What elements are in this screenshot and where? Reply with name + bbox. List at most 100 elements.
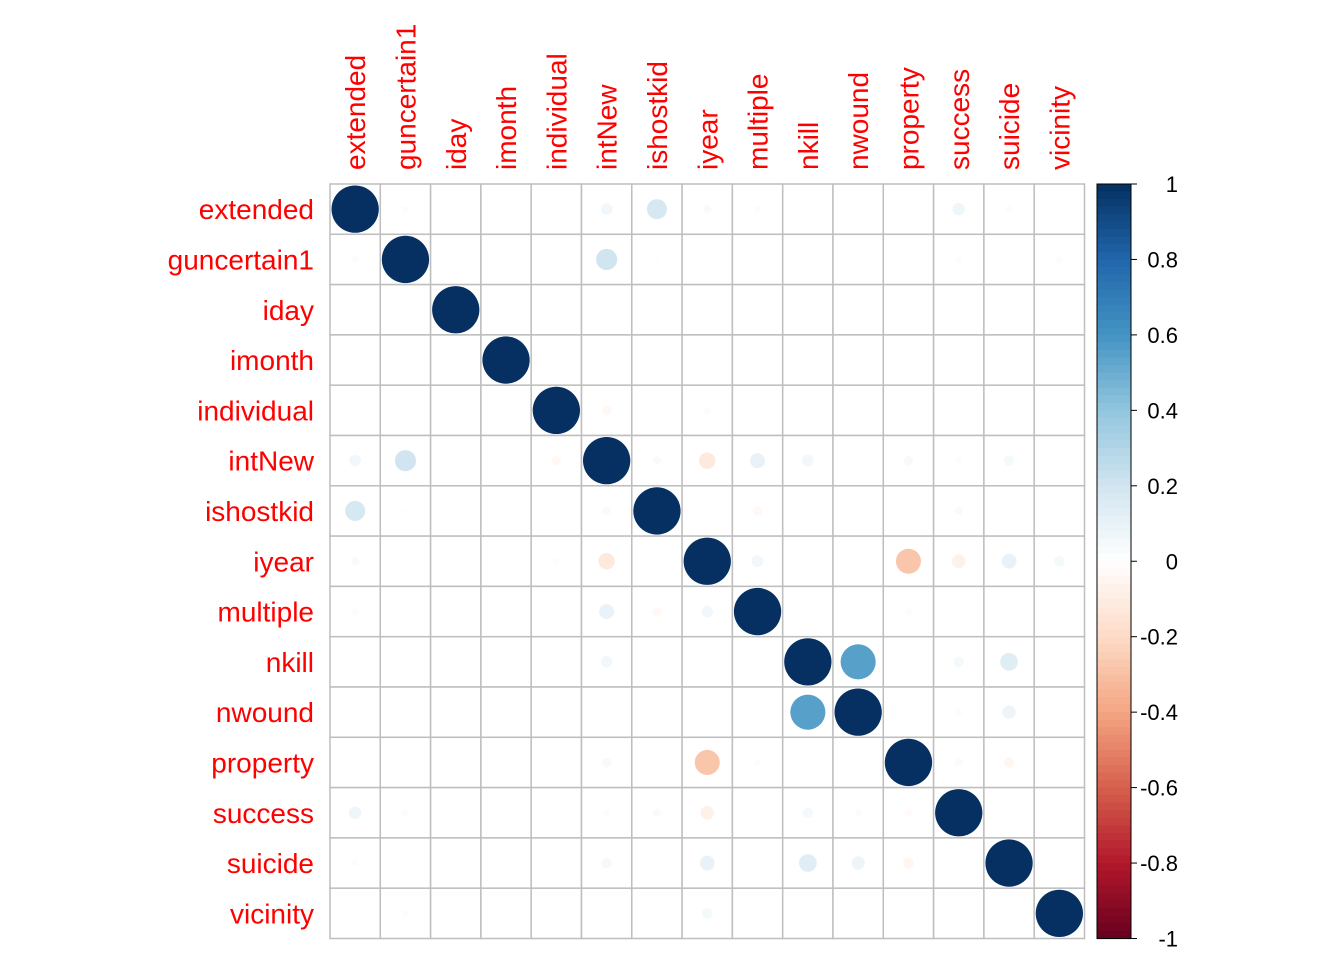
- correlation-circle-suicide-suicide: [985, 839, 1033, 887]
- colorbar-segment: [1097, 832, 1131, 842]
- colorbar-segment: [1097, 885, 1131, 894]
- correlation-circle-ishostkid-ishostkid: [633, 487, 681, 535]
- column-label-iday: iday: [441, 119, 472, 170]
- colorbar-segment: [1097, 923, 1131, 932]
- correlation-circle-extended-nkill: [805, 206, 811, 212]
- grid-cell: [681, 183, 734, 236]
- correlation-circle-property-ishostkid: [654, 760, 660, 765]
- correlation-circle-property-guncertain1: [403, 760, 408, 765]
- colorbar-segment: [1097, 463, 1131, 472]
- correlation-circle-success-extended: [348, 806, 362, 820]
- colorbar-segment: [1097, 206, 1131, 215]
- correlation-circle-intNew-suicide: [1003, 455, 1015, 466]
- colorbar-segment: [1097, 697, 1131, 706]
- grid-cell: [530, 183, 583, 236]
- colorbar-segment: [1097, 802, 1131, 811]
- colorbar-segment: [1097, 184, 1131, 193]
- grid-cell: [983, 283, 1035, 336]
- grid-cell: [983, 183, 1035, 236]
- grid-cell: [832, 283, 885, 336]
- correlation-circle-multiple-ishostkid: [652, 606, 662, 617]
- correlation-circle-iday-iday: [432, 286, 480, 334]
- colorbar-segment: [1097, 282, 1131, 291]
- colorbar-segment: [1097, 712, 1131, 721]
- correlation-circle-iyear-suicide: [1001, 553, 1017, 569]
- correlation-circle-individual-individual: [532, 386, 580, 434]
- column-label-extended: extended: [340, 55, 371, 170]
- grid-cell: [480, 686, 532, 739]
- column-label-ishostkid: ishostkid: [642, 61, 673, 170]
- colorbar-segment: [1097, 614, 1131, 623]
- correlation-circle-success-ishostkid: [652, 808, 662, 817]
- correlation-circle-success-suicide: [1006, 810, 1012, 816]
- correlation-circle-success-nwound: [854, 809, 862, 817]
- colorbar-segment: [1097, 583, 1131, 593]
- grid-cell: [379, 686, 432, 739]
- colorbar-segment: [1097, 372, 1131, 381]
- colorbar-segment: [1097, 825, 1131, 834]
- colorbar-tick-label: -0.6: [1140, 776, 1178, 801]
- grid-cell: [631, 233, 683, 286]
- grid-cell: [429, 334, 482, 386]
- colorbar-segment: [1097, 546, 1131, 555]
- grid-cell: [379, 837, 432, 889]
- grid-cell: [781, 283, 834, 336]
- colorbar-tick-label: 0.2: [1147, 474, 1178, 499]
- correlation-circle-nwound-success: [955, 708, 963, 716]
- colorbar-segment: [1097, 229, 1131, 238]
- correlation-circle-guncertain1-guncertain1: [381, 235, 430, 284]
- correlation-circle-intNew-success: [955, 457, 963, 464]
- grid-cell: [429, 585, 482, 638]
- correlation-circle-multiple-success: [956, 609, 962, 614]
- correlation-circle-suicide-nwound: [851, 856, 865, 870]
- colorbar-segment: [1097, 591, 1131, 600]
- row-label-ishostkid: ishostkid: [205, 496, 314, 527]
- colorbar-segment: [1097, 236, 1131, 245]
- colorbar-segment: [1097, 568, 1131, 577]
- colorbar-segment: [1097, 719, 1131, 728]
- colorbar-segment: [1097, 863, 1131, 872]
- colorbar-segment: [1097, 485, 1131, 494]
- grid-cell: [1033, 233, 1086, 286]
- grid-cell: [932, 283, 985, 336]
- correlation-circle-suicide-property: [903, 857, 914, 869]
- grid-cell: [530, 635, 583, 688]
- colorbar-segment: [1097, 795, 1131, 804]
- grid-cell: [480, 736, 532, 789]
- colorbar-segment: [1097, 244, 1131, 253]
- grid-cell: [480, 837, 532, 889]
- row-label-suicide: suicide: [227, 848, 314, 879]
- correlation-circle-success-guncertain1: [402, 809, 409, 817]
- correlation-circle-iyear-multiple: [751, 555, 764, 568]
- correlation-circle-guncertain1-property: [906, 257, 911, 262]
- colorbar-segment: [1097, 402, 1131, 411]
- grid-cell: [480, 485, 532, 537]
- colorbar-segment: [1097, 304, 1131, 313]
- correlation-circle-success-multiple: [755, 810, 760, 816]
- grid-cell: [379, 635, 432, 688]
- colorbar-segment: [1097, 757, 1131, 766]
- colorbar-segment: [1097, 199, 1131, 208]
- correlation-circle-success-success: [935, 789, 983, 837]
- correlation-circle-guncertain1-extended: [351, 256, 359, 263]
- correlation-circle-suicide-nkill: [799, 854, 817, 872]
- grid-cell: [781, 334, 834, 386]
- colorbar: [1096, 183, 1132, 940]
- correlation-circle-iyear-iday: [453, 558, 459, 564]
- grid-cell: [731, 635, 784, 688]
- grid-cell: [631, 887, 683, 940]
- correlation-circle-multiple-extended: [351, 608, 359, 615]
- correlation-circle-extended-ishostkid: [646, 199, 667, 220]
- correlation-circle-property-property: [884, 738, 933, 787]
- grid-cell: [329, 384, 382, 437]
- correlation-circle-extended-suicide: [1005, 205, 1013, 213]
- colorbar-segment: [1097, 319, 1131, 328]
- correlation-circle-multiple-multiple: [733, 587, 782, 636]
- grid-cell: [429, 736, 482, 789]
- correlation-circle-multiple-suicide: [1006, 609, 1012, 614]
- grid-cell: [1033, 485, 1086, 537]
- correlation-circle-nkill-extended: [352, 659, 358, 665]
- grid-cell: [379, 434, 432, 487]
- grid-cell: [429, 233, 482, 286]
- correlation-circle-intNew-individual: [551, 455, 562, 466]
